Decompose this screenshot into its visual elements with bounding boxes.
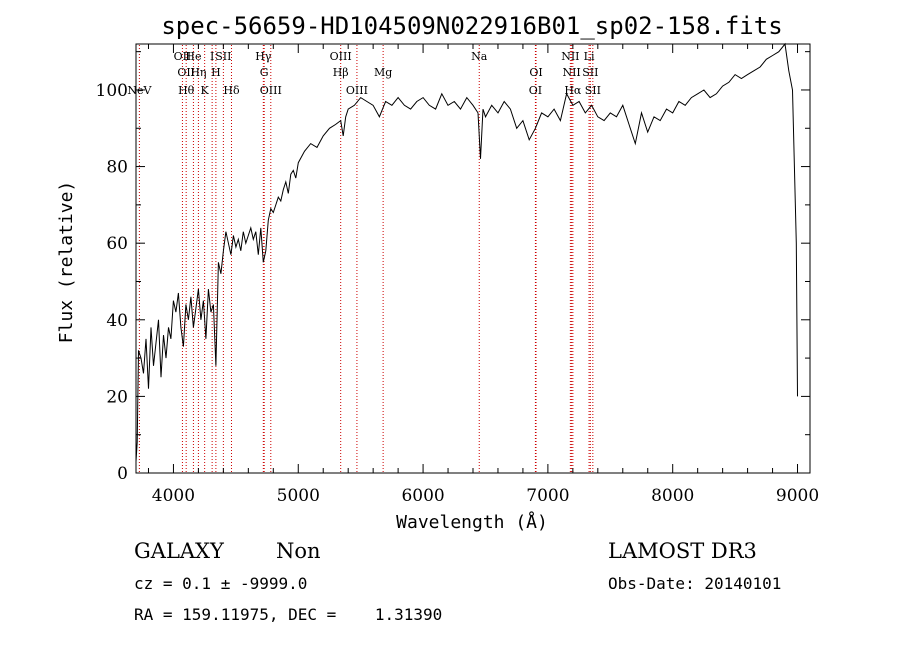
plot-frame xyxy=(135,43,811,474)
line-label: Hα xyxy=(564,84,582,97)
x-tick-label: 7000 xyxy=(526,486,569,506)
x-tick-label: 5000 xyxy=(277,486,320,506)
y-tick-label: 100 xyxy=(96,81,128,101)
x-tick-label: 9000 xyxy=(776,486,819,506)
line-label: Mg xyxy=(374,66,392,79)
observation-date: Obs-Date: 20140101 xyxy=(608,574,781,593)
spectrum-series-line xyxy=(135,42,798,462)
line-label: K xyxy=(201,84,210,97)
y-tick-label: 0 xyxy=(117,464,128,484)
line-label: OII xyxy=(177,66,195,79)
line-label: Hθ xyxy=(178,84,195,97)
line-label: Li xyxy=(584,50,595,63)
y-tick-label: 80 xyxy=(106,158,128,178)
object-class: GALAXY xyxy=(134,539,225,563)
y-axis-label: Flux (relative) xyxy=(56,181,77,344)
line-label: Hδ xyxy=(223,84,240,97)
line-label: OI xyxy=(529,84,542,97)
x-axis-label: Wavelength (Å) xyxy=(396,511,548,533)
line-label: Na xyxy=(471,50,488,63)
line-label: SII xyxy=(585,84,601,97)
line-label: NII xyxy=(562,66,580,79)
x-tick-label: 8000 xyxy=(651,486,694,506)
line-label: SII xyxy=(582,66,598,79)
object-subclass: Non xyxy=(276,539,321,563)
line-label: He xyxy=(185,50,201,63)
y-tick-label: 60 xyxy=(106,234,128,254)
survey-name: LAMOST DR3 xyxy=(608,539,757,563)
line-label: NeV xyxy=(127,84,152,97)
ra-dec-coordinates: RA = 159.11975, DEC = 1.31390 xyxy=(134,605,442,624)
line-label: I xyxy=(210,50,214,63)
line-label: OII xyxy=(174,50,192,63)
x-tick-label: 6000 xyxy=(401,486,444,506)
x-tick-label: 4000 xyxy=(152,486,195,506)
line-label: SII xyxy=(215,50,231,63)
y-tick-label: 40 xyxy=(106,311,128,331)
line-label: Hβ xyxy=(333,66,349,79)
line-label: OI xyxy=(529,66,542,79)
spectral-line-markers xyxy=(138,45,594,472)
line-label: OIII xyxy=(346,84,368,97)
y-tick-label: 20 xyxy=(106,387,128,407)
chart-title: spec-56659-HD104509N022916B01_sp02-158.f… xyxy=(161,12,782,40)
line-label: OIII xyxy=(330,50,352,63)
y-axis-ticks: 0 20 40 60 80 100 xyxy=(96,51,810,484)
line-label: Hγ xyxy=(255,50,272,63)
line-label: NII xyxy=(561,50,579,63)
line-label: H xyxy=(211,66,221,79)
line-label: G xyxy=(260,66,269,79)
spectral-line-labels: NeV OII OII Hθ He Hη K IH SII Hδ Hγ G OIII OIII Hβ OIII… xyxy=(127,50,601,97)
x-axis-ticks: 4000 5000 6000 7000 8000 9000 xyxy=(147,44,819,506)
redshift-cz: cz = 0.1 ± -9999.0 xyxy=(134,574,307,593)
line-label: OIII xyxy=(260,84,282,97)
line-label: Hη xyxy=(190,66,206,79)
